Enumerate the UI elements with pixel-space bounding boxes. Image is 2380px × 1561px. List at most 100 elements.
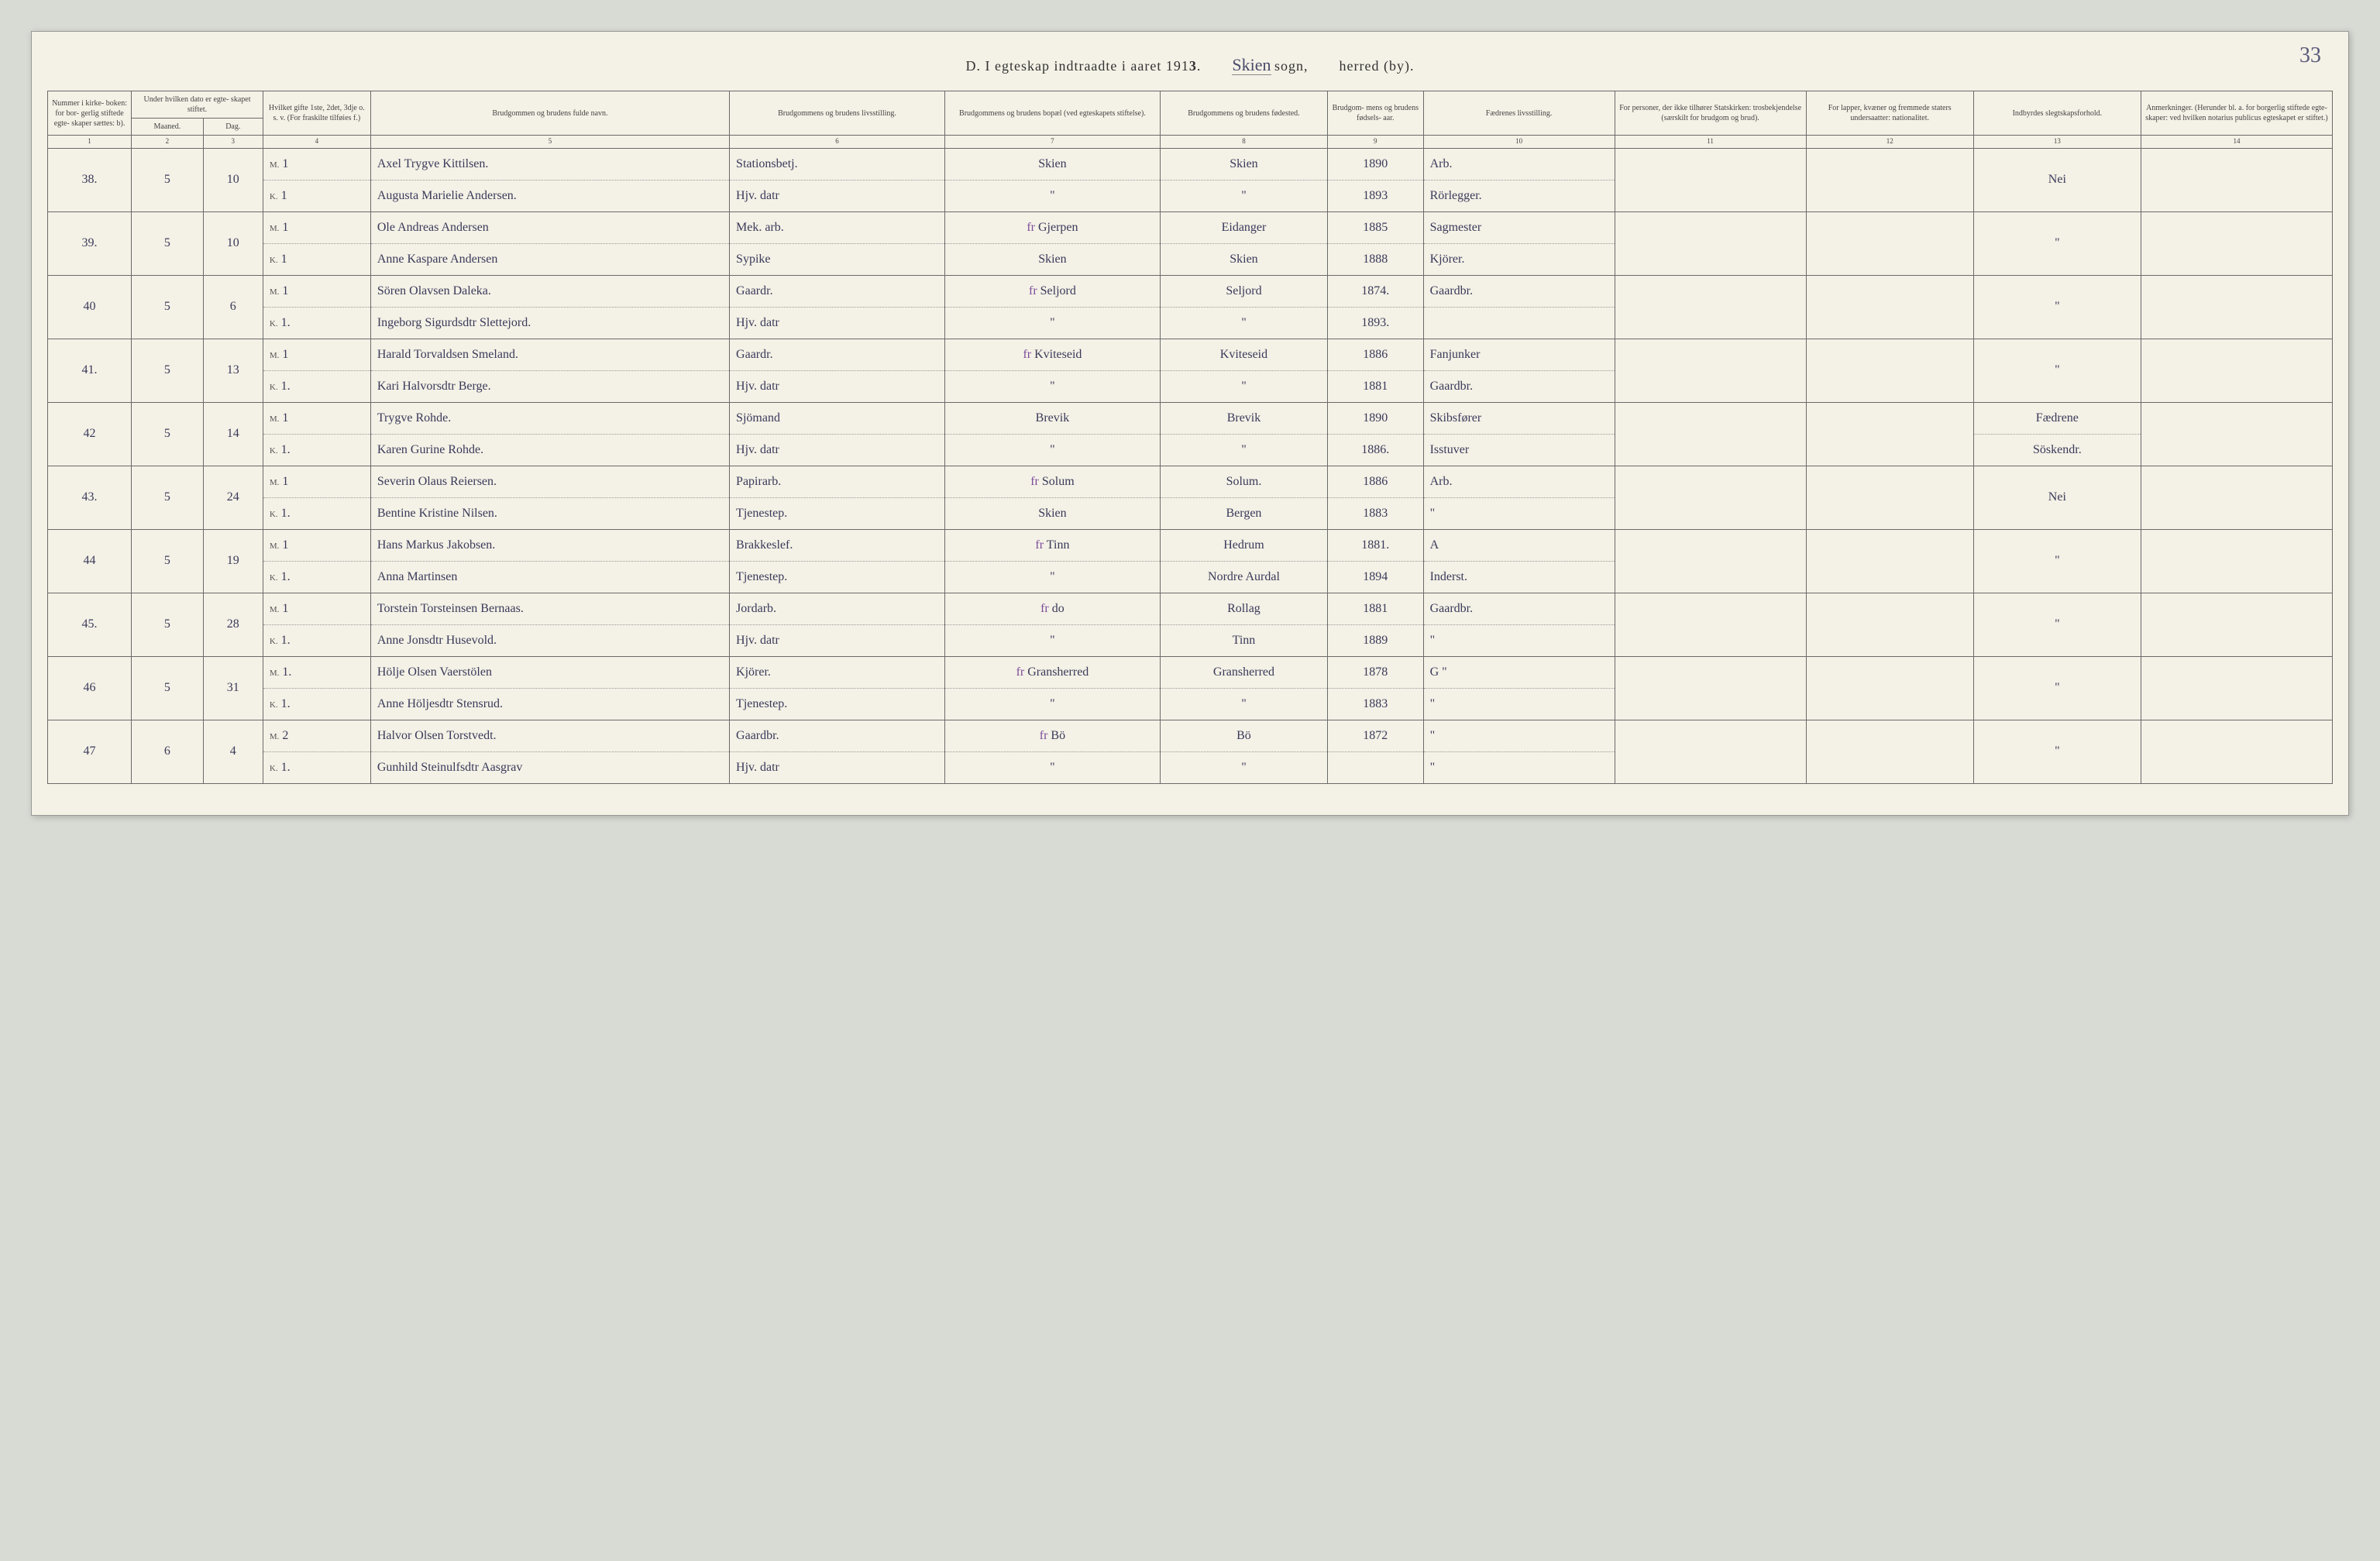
cell-aar: 1881. [1328, 529, 1424, 561]
cell-anm [2141, 720, 2332, 783]
cell-stilling: Gaardbr. [730, 720, 945, 751]
cell-aar: 1886. [1328, 434, 1424, 466]
cell-gifte: M.1 [263, 148, 370, 180]
cell-fodested: Nordre Aurdal [1160, 561, 1327, 593]
cell-far: Sagmester [1423, 211, 1615, 243]
cell-maaned: 5 [132, 593, 204, 656]
cell-num: 38. [48, 148, 132, 211]
cell-tros [1615, 275, 1806, 339]
cell-far: " [1423, 751, 1615, 783]
cell-fodested: Solum. [1160, 466, 1327, 497]
cell-anm [2141, 211, 2332, 275]
cell-gifte: M.1 [263, 466, 370, 497]
cell-nation [1806, 593, 1973, 656]
sogn-label: sogn, [1274, 58, 1309, 74]
cell-navn: Anna Martinsen [370, 561, 729, 593]
cell-nation [1806, 148, 1973, 211]
cell-navn: Axel Trygve Kittilsen. [370, 148, 729, 180]
cell-far: Fanjunker [1423, 339, 1615, 370]
cell-navn: Torstein Torsteinsen Bernaas. [370, 593, 729, 624]
cell-num: 43. [48, 466, 132, 529]
cell-maaned: 5 [132, 339, 204, 402]
cell-stilling: Brakkeslef. [730, 529, 945, 561]
coln-1: 1 [48, 136, 132, 149]
coln-12: 12 [1806, 136, 1973, 149]
title-row: D. I egteskap indtraadte i aaret 1913. S… [47, 55, 2333, 75]
cell-stilling: Sypike [730, 243, 945, 275]
cell-slegt: Nei [1973, 466, 2141, 529]
cell-gifte: M.1. [263, 656, 370, 688]
cell-stilling: Hjv. datr [730, 751, 945, 783]
cell-tros [1615, 148, 1806, 211]
cell-fodested: " [1160, 370, 1327, 402]
cell-nation [1806, 466, 1973, 529]
cell-stilling: Papirarb. [730, 466, 945, 497]
cell-tros [1615, 656, 1806, 720]
cell-bopael: fr Seljord [944, 275, 1160, 307]
hdr-navn: Brudgommen og brudens fulde navn. [370, 91, 729, 136]
cell-gifte: K.1 [263, 180, 370, 211]
cell-stilling: Stationsbetj. [730, 148, 945, 180]
cell-num: 40 [48, 275, 132, 339]
cell-navn: Harald Torvaldsen Smeland. [370, 339, 729, 370]
cell-far: G " [1423, 656, 1615, 688]
cell-tros [1615, 466, 1806, 529]
cell-bopael: fr Bö [944, 720, 1160, 751]
table-row: 38.510M.1Axel Trygve Kittilsen.Stationsb… [48, 148, 2333, 180]
cell-slegt: " [1973, 275, 2141, 339]
cell-navn: Severin Olaus Reiersen. [370, 466, 729, 497]
cell-bopael: Brevik [944, 402, 1160, 434]
cell-stilling: Hjv. datr [730, 434, 945, 466]
cell-far: Arb. [1423, 466, 1615, 497]
sogn-written: Skien [1232, 55, 1271, 75]
cell-aar [1328, 751, 1424, 783]
table-row: 44519M.1Hans Markus Jakobsen.Brakkeslef.… [48, 529, 2333, 561]
cell-dag: 4 [203, 720, 263, 783]
cell-navn: Augusta Marielie Andersen. [370, 180, 729, 211]
cell-slegt: " [1973, 339, 2141, 402]
cell-num: 47 [48, 720, 132, 783]
cell-aar: 1890 [1328, 148, 1424, 180]
cell-tros [1615, 211, 1806, 275]
page-number: 33 [2299, 43, 2321, 68]
cell-slegt: " [1973, 593, 2141, 656]
cell-maaned: 5 [132, 466, 204, 529]
cell-navn: Ingeborg Sigurdsdtr Slettejord. [370, 307, 729, 339]
cell-far: Isstuver [1423, 434, 1615, 466]
hdr-stilling: Brudgommens og brudens livsstilling. [730, 91, 945, 136]
cell-anm [2141, 529, 2332, 593]
cell-navn: Hans Markus Jakobsen. [370, 529, 729, 561]
cell-anm [2141, 656, 2332, 720]
cell-navn: Halvor Olsen Torstvedt. [370, 720, 729, 751]
cell-fodested: Brevik [1160, 402, 1327, 434]
cell-bopael: fr Solum [944, 466, 1160, 497]
cell-aar: 1883 [1328, 497, 1424, 529]
cell-bopael: " [944, 624, 1160, 656]
cell-fodested: Kviteseid [1160, 339, 1327, 370]
cell-far: A [1423, 529, 1615, 561]
cell-fodested: " [1160, 688, 1327, 720]
cell-fodested: " [1160, 307, 1327, 339]
cell-anm [2141, 275, 2332, 339]
hdr-nation: For lapper, kvæner og fremmede staters u… [1806, 91, 1973, 136]
cell-nation [1806, 402, 1973, 466]
cell-navn: Trygve Rohde. [370, 402, 729, 434]
cell-num: 42 [48, 402, 132, 466]
cell-far: " [1423, 624, 1615, 656]
hdr-gifte: Hvilket gifte 1ste, 2det, 3dje o. s. v. … [263, 91, 370, 136]
cell-dag: 28 [203, 593, 263, 656]
hdr-anm: Anmerkninger. (Herunder bl. a. for borge… [2141, 91, 2332, 136]
cell-slegt: Söskendr. [1973, 434, 2141, 466]
table-header: Nummer i kirke- boken: for bor- gerlig s… [48, 91, 2333, 149]
herred-label: herred (by). [1340, 58, 1415, 74]
cell-slegt: Nei [1973, 148, 2141, 211]
cell-maaned: 6 [132, 720, 204, 783]
title-prefix: D. I egteskap indtraadte i aaret 1913. [965, 58, 1201, 74]
cell-nation [1806, 720, 1973, 783]
cell-fodested: Bergen [1160, 497, 1327, 529]
hdr-aar: Brudgom- mens og brudens fødsels- aar. [1328, 91, 1424, 136]
cell-far: Arb. [1423, 148, 1615, 180]
cell-far [1423, 307, 1615, 339]
cell-maaned: 5 [132, 275, 204, 339]
cell-navn: Anne Jonsdtr Husevold. [370, 624, 729, 656]
